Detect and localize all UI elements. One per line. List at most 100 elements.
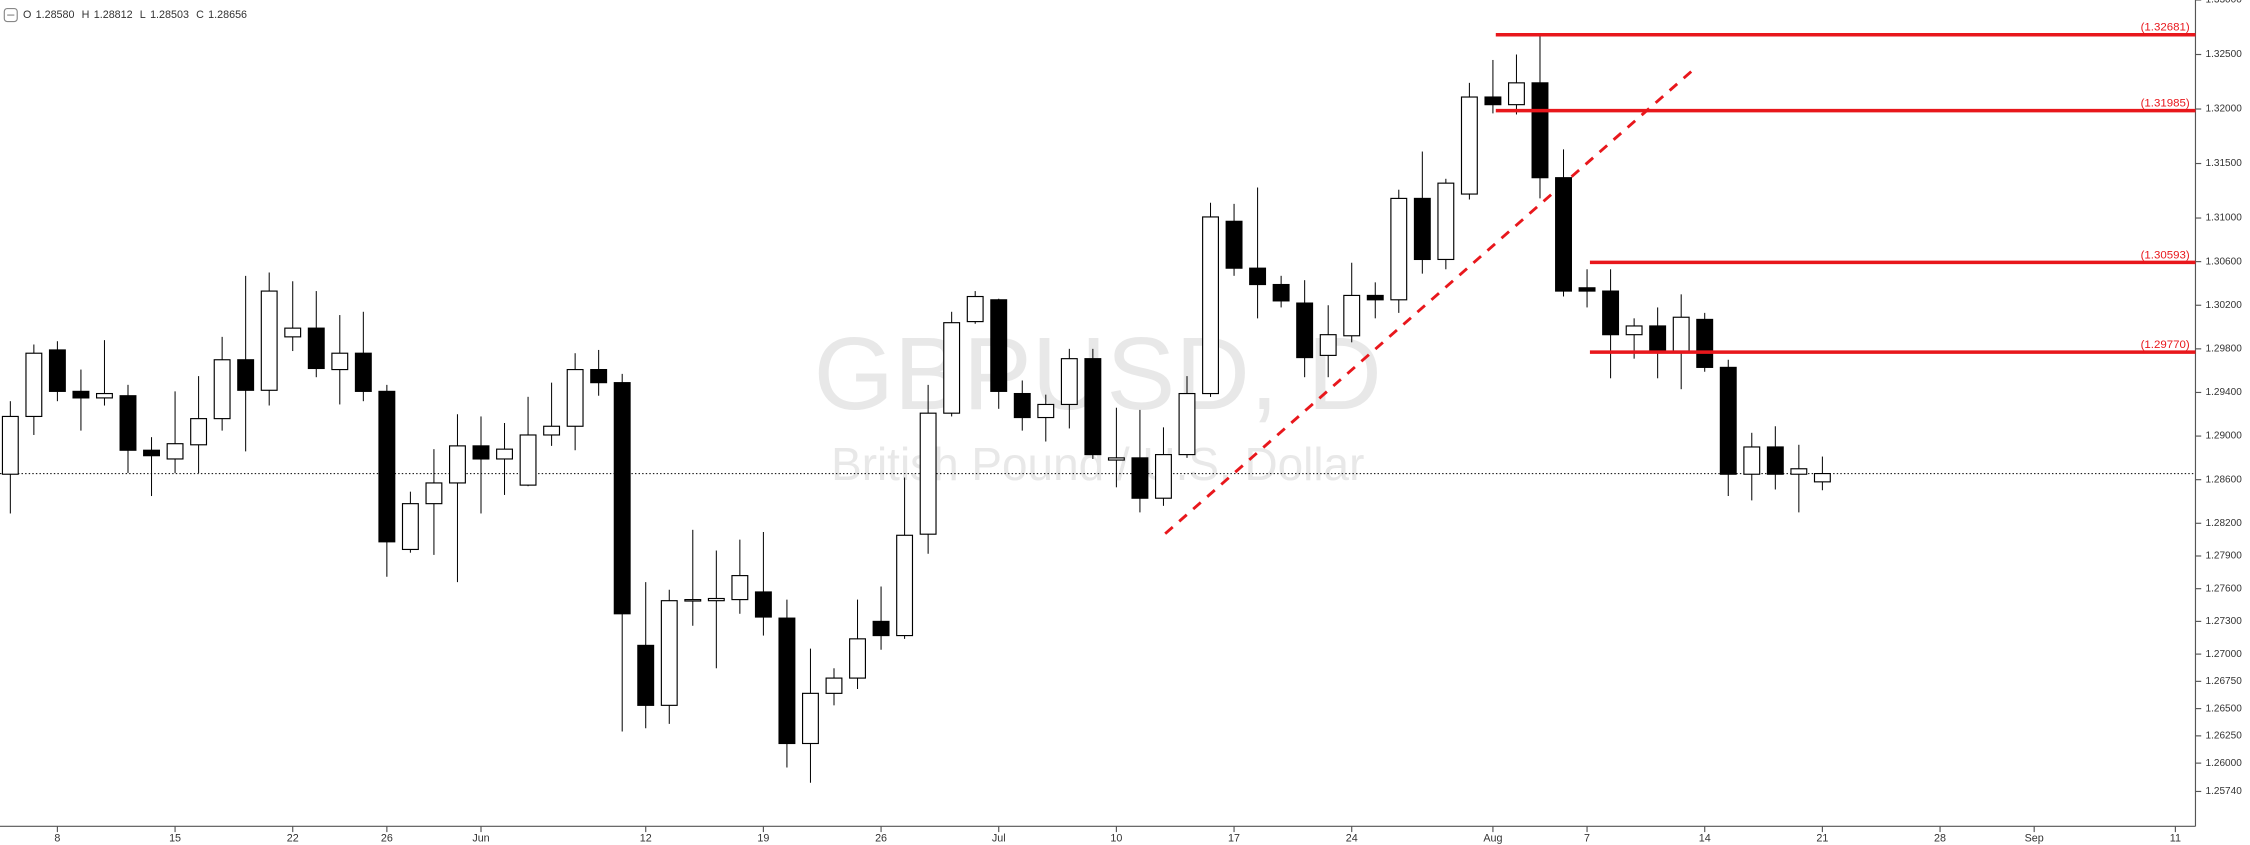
candle-body (1, 415, 19, 475)
ohlc-value: 1.28656 (208, 9, 247, 21)
level-label: (1.31985) (2141, 98, 2190, 110)
candle-body (1366, 294, 1384, 301)
candle-body (566, 368, 584, 427)
candle-body (637, 644, 655, 706)
candle-body (1013, 392, 1031, 419)
candle-body (1272, 283, 1290, 302)
candle-body (1484, 96, 1502, 106)
candle-body (284, 327, 302, 338)
candle-body (119, 395, 137, 451)
y-tick-label: 1.26000 (2206, 758, 2243, 769)
candle-body (331, 352, 349, 371)
candle-body (778, 617, 796, 745)
candle-body (872, 620, 890, 637)
y-tick-label: 1.30200 (2206, 300, 2243, 311)
candle-body (896, 534, 914, 637)
candle-body (849, 638, 866, 679)
candle-body (496, 448, 513, 460)
ohlc-key: H (82, 9, 90, 21)
candle-body (731, 575, 749, 601)
y-tick-label: 1.27900 (2206, 551, 2243, 562)
x-tick-label: 14 (1699, 832, 1711, 844)
candle-body (1602, 290, 1620, 336)
y-tick-label: 1.29000 (2206, 431, 2243, 442)
candle-body (213, 359, 231, 420)
x-tick-label: 22 (287, 832, 299, 844)
candle-body (1555, 177, 1572, 292)
x-tick-label: Aug (1483, 832, 1502, 844)
x-tick-label: 11 (2170, 832, 2181, 844)
candle-body (354, 352, 372, 392)
candle-body (707, 597, 725, 602)
candle-body (1296, 302, 1314, 359)
ohlc-value: 1.28812 (94, 9, 133, 21)
candle-body (448, 445, 466, 484)
candle-body (425, 482, 443, 505)
candle-body (1390, 197, 1408, 301)
y-tick-label: 1.28200 (2206, 518, 2243, 529)
candle-body (1743, 446, 1761, 475)
candle-body (166, 443, 184, 460)
candle-body (543, 425, 561, 436)
candle-body (472, 445, 490, 460)
candle-body (95, 392, 113, 399)
x-tick-label: Jun (472, 832, 489, 844)
level-label: (1.29770) (2141, 339, 2190, 351)
candle-body (1460, 96, 1478, 195)
x-tick-label: 24 (1346, 832, 1358, 844)
y-tick-label: 1.25740 (2206, 786, 2243, 797)
candle-body (48, 349, 66, 392)
x-tick-label: 28 (1934, 832, 1946, 844)
x-tick-label: 7 (1584, 832, 1590, 844)
x-tick-label: Sep (2025, 832, 2044, 844)
candle-body (1202, 216, 1219, 395)
candle-body (143, 449, 160, 457)
candle-body (72, 390, 90, 399)
candle-body (1813, 472, 1831, 483)
candle-body (990, 299, 1008, 392)
candle-body (1507, 82, 1525, 106)
candle-body (1343, 294, 1361, 337)
candle-body (919, 412, 937, 535)
x-tick-label: 10 (1110, 832, 1122, 844)
level-label: (1.32681) (2141, 22, 2190, 34)
candle-body (1578, 287, 1596, 292)
candle-body (1672, 316, 1690, 352)
candle-body (1178, 392, 1196, 456)
y-tick-label: 1.26500 (2206, 703, 2243, 714)
y-tick-label: 1.31500 (2206, 158, 2243, 169)
y-tick-label: 1.28600 (2206, 474, 2243, 485)
y-tick-label: 1.30600 (2206, 256, 2243, 267)
candle-body (1766, 446, 1784, 475)
level-label: (1.30593) (2141, 249, 2190, 261)
candle-body (260, 290, 278, 391)
y-tick-label: 1.32000 (2206, 104, 2243, 115)
candle-body (1249, 267, 1267, 286)
candle-body (1060, 358, 1078, 406)
candle-body (1319, 334, 1337, 356)
y-tick-label: 1.27000 (2206, 649, 2243, 660)
y-tick-label: 1.33000 (2206, 0, 2243, 6)
candle-body (1696, 318, 1714, 368)
candle-body (1719, 366, 1737, 475)
candle-body (237, 359, 255, 391)
ohlc-key: C (196, 9, 204, 21)
y-tick-label: 1.29800 (2206, 344, 2243, 355)
candle-body (1037, 403, 1055, 419)
y-tick-label: 1.26250 (2206, 731, 2243, 742)
ohlc-value: 1.28503 (150, 9, 189, 21)
y-tick-label: 1.31000 (2206, 213, 2243, 224)
ohlc-value: 1.28580 (36, 9, 75, 21)
x-tick-label: 12 (640, 832, 652, 844)
candle-body (1437, 182, 1455, 261)
candle-body (1107, 457, 1125, 461)
candle-body (660, 600, 678, 706)
candle-body (590, 368, 608, 384)
x-tick-label: 21 (1816, 832, 1828, 844)
y-tick-label: 1.27600 (2206, 583, 2243, 594)
y-tick-label: 1.29400 (2206, 387, 2243, 398)
collapse-icon[interactable] (3, 8, 18, 23)
candle-body (1649, 325, 1667, 352)
